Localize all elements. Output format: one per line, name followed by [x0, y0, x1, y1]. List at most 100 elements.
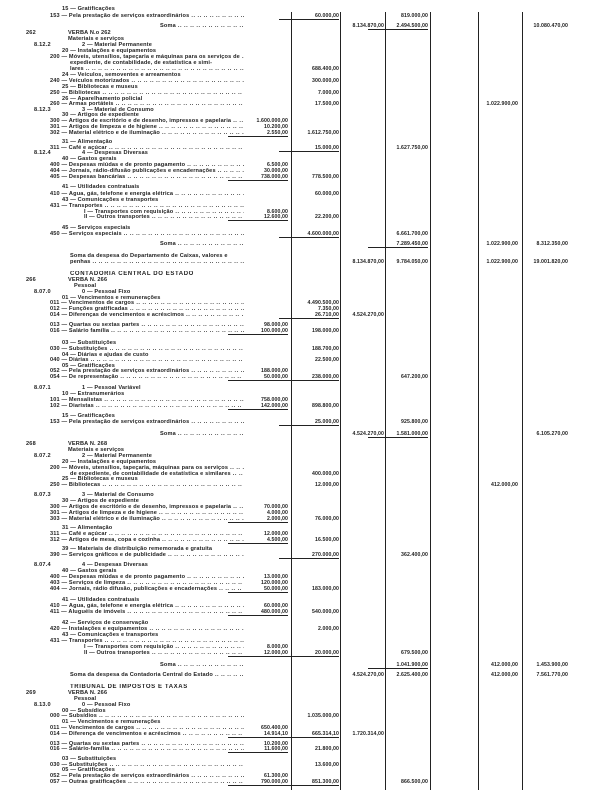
amount-col-d: 7.289.450,00: [368, 241, 428, 248]
amount-col-a: 10.200,00: [264, 124, 288, 130]
line-text: Soma: [160, 662, 244, 669]
line-text: 300 — Artigos de escritório e de desenho…: [50, 504, 244, 511]
line-text: 41 — Utilidades contratuais: [62, 597, 140, 603]
line-text: 431 — Transportes: [50, 203, 244, 210]
amount-col-a: 12.600,00: [228, 214, 288, 221]
section-code: 269: [26, 690, 36, 696]
column-rule: [478, 12, 480, 790]
line-group: 39 — Materiais de distribuição rememorad…: [0, 546, 600, 553]
line-group: 05 — Gratificações: [0, 363, 600, 370]
line-group: 15 — Gratificações: [0, 6, 600, 13]
line-text: 31 — Alimentação: [62, 525, 113, 531]
line-item: 153 — Pela prestação de serviços extraor…: [0, 13, 600, 20]
line-item: 404 — Jornais, rádio difusão, publicaçõe…: [0, 586, 600, 593]
line-text: 450 — Serviços especiais: [50, 231, 244, 238]
line-text: 250 — Bibliotecas: [50, 482, 244, 489]
line-item: 030 — Substituições 13.600,00: [0, 762, 600, 769]
line-item: 300 — Artigos de escritório e de desenho…: [0, 118, 600, 125]
amount-col-d: 2.494.500,00: [368, 23, 428, 30]
line-group: 43 — Comunicações e transportes: [0, 632, 600, 639]
line-roman: II — Outros transportes12.000,0020.000,0…: [0, 650, 600, 657]
amount-col-a: 14.914,10: [228, 731, 288, 738]
amount-col-a: 12.000,00: [264, 531, 288, 537]
line-text: 43 — Comunicações e transportes: [62, 197, 159, 203]
line-text: 3 — Material de Consumo: [82, 107, 154, 113]
amount-col-b: 7.350,00: [318, 306, 339, 312]
amount-col-a: 2.000,00: [228, 516, 288, 523]
amount-col-d: 647.200,00: [401, 374, 428, 380]
line-text: 01 — Vencimentos e remunerações: [62, 295, 161, 301]
line-text: 011 — Vencimentos de cargos: [50, 300, 244, 307]
amount-col-b: 540.000,00: [312, 609, 339, 615]
amount-col-c: 8.134.870,00: [352, 23, 384, 29]
line-text: 15 — Gratificações: [62, 6, 116, 12]
line-item: 200 — Móveis, utensílios, tapeçaria e má…: [0, 54, 600, 61]
line-group: 43 — Comunicações e transportes: [0, 197, 600, 204]
line-text: 42 — Serviços de conservação: [62, 620, 149, 626]
line-text: 03 — Substituições: [62, 340, 117, 346]
line-text: 153 — Pela prestação de serviços extraor…: [50, 419, 244, 426]
line-group: 00 — Subsídios: [0, 708, 600, 715]
line-group: 31 — Alimentação: [0, 525, 600, 532]
line-item: 013 — Quartas ou sextas partes 10.200,00: [0, 741, 600, 748]
line-group: 20 — Instalações e equipamentos: [0, 459, 600, 466]
line-text: 20 — Instalações e equipamentos: [62, 459, 157, 465]
line-group: 45 — Serviços especiais: [0, 225, 600, 232]
line-group: 20 — Instalações e equipamentos: [0, 48, 600, 55]
line-text: 303 — Material elétrico e de iluminação: [50, 516, 244, 523]
amount-col-b: 300.000,00: [312, 78, 339, 84]
line-item: 011 — Vencimentos de cargos 4.490.500,00: [0, 300, 600, 307]
line-cont: de expediente, de contabilidade de estat…: [0, 471, 600, 478]
line-text: 200 — Móveis, utensílios, tapeçaria e má…: [50, 54, 244, 61]
line-text: 15 — Gratificações: [62, 413, 116, 419]
line-text: 260 — Armas portáteis: [50, 101, 244, 108]
amount-col-b: 7.000,00: [318, 90, 339, 96]
amount-col-a: 8.600,00: [267, 209, 288, 215]
amount-col-b: 688.400,00: [312, 66, 339, 72]
amount-col-a: 758.000,00: [261, 397, 288, 403]
amount-col-a: 4.000,00: [267, 510, 288, 516]
line-text: 016 — Salário-família: [50, 746, 244, 753]
line-text: 45 — Serviços especiais: [62, 225, 131, 231]
line-text: II — Outros transportes: [84, 650, 244, 657]
line-text: 1 — Pessoal Variável: [82, 385, 141, 391]
amount-col-d: 2.625.400,00: [396, 672, 428, 678]
amount-col-a: 60.000,00: [264, 603, 288, 609]
amount-col-d: 1.041.900,00: [368, 662, 428, 669]
line-text: 00 — Subsídios: [62, 708, 106, 714]
line-item: 057 — Outras gratificações790.000,00851.…: [0, 779, 600, 786]
line-item: 431 — Transportes: [0, 638, 600, 645]
section-code: 8.07.4: [34, 562, 51, 568]
line-item: 312 — Artigos de mesa, copa e cozinha4.5…: [0, 537, 600, 544]
line-item: 311 — Café e açúcar 15.000,00 1.627.750,00: [0, 145, 600, 152]
line-text: 012 — Funções gratificadas: [50, 306, 244, 313]
amount-col-b: 665.314,10: [279, 731, 339, 738]
amount-col-a: 50.000,00: [228, 586, 288, 593]
amount-col-c: 4.524.270,00: [352, 312, 384, 318]
amount-col-a: 2.550,00: [228, 130, 288, 137]
line-sub: 8.12.4 4 — Despesas Diversas: [0, 150, 600, 157]
line-item: 311 — Café e açúcar 12.000,00: [0, 531, 600, 538]
line-text: CONTADORIA CENTRAL DO ESTADO: [70, 271, 194, 277]
line-text: 31 — Alimentação: [62, 139, 113, 145]
amount-col-b: 778.500,00: [312, 174, 339, 180]
line-text: 301 — Artigos de limpeza e de higiene: [50, 124, 244, 131]
line-text: 302 — Material elétrico e de iluminação: [50, 130, 244, 137]
line-group: 10 — Extranumerários: [0, 391, 600, 398]
line-group: 01 — Vencimentos e remunerações: [0, 295, 600, 302]
line-text: 101 — Mensalistas: [50, 397, 244, 404]
line-text: 312 — Artigos de mesa, copa e cozinha: [50, 537, 244, 544]
amount-col-a: 1.600.000,00: [256, 118, 288, 124]
line-group: 01 — Vencimentos e remunerações: [0, 719, 600, 726]
line-item: 200 — Móveis, utensílios, tapeçaria, máq…: [0, 465, 600, 472]
amount-col-b: 270.000,00: [279, 552, 339, 559]
section-code: 8.13.0: [34, 702, 51, 708]
amount-col-b: 76.000,00: [315, 516, 339, 522]
line-text: 016 — Salário família: [50, 328, 244, 335]
amount-col-f: 412.000,00: [491, 482, 518, 488]
amount-col-d: 866.500,00: [401, 779, 428, 785]
line-text: 4 — Despesas Diversas: [82, 150, 148, 156]
line-text: 030 — Substituições: [50, 762, 244, 769]
amount-col-a: 790.000,00: [228, 779, 288, 786]
line-item: 301 — Artigos de limpeza e de higiene 4.0…: [0, 510, 600, 517]
